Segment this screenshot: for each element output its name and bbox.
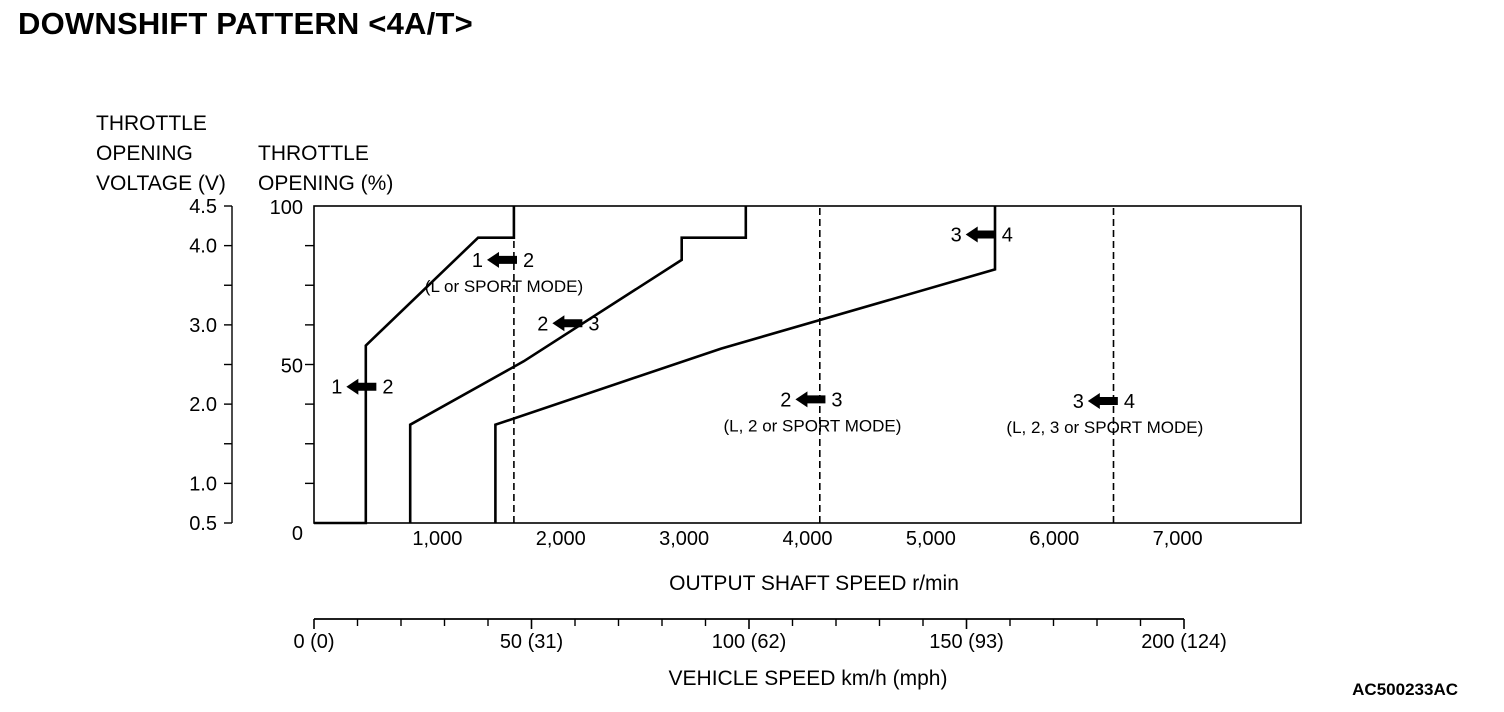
downshift-annotation: 3 4 (L, 2, 3 or SPORT MODE): [1006, 391, 1203, 437]
x-tick-label: 5,000: [906, 528, 956, 550]
voltage-tick-label: 4.0: [189, 236, 217, 258]
gear-from-label: 2: [537, 313, 548, 335]
speed-tick-label: 100 (62): [712, 631, 787, 653]
voltage-axis: 0.5 1.0 2.0 3.0 4.0 4.5: [189, 196, 233, 535]
x-tick-label: 4,000: [782, 528, 832, 550]
gear-to-label: 3: [831, 389, 842, 411]
gear-to-label: 3: [588, 313, 599, 335]
speed-tick-label: 0 (0): [293, 631, 334, 653]
series-layer: [314, 206, 1115, 525]
left-arrow-icon: [486, 251, 517, 268]
percent-tick-label: 50: [281, 356, 303, 378]
x-tick-label: 3,000: [659, 528, 709, 550]
x-tick-label: 7,000: [1153, 528, 1203, 550]
vehicle-speed-axis-title: VEHICLE SPEED km/h (mph): [669, 667, 948, 690]
voltage-tick-label: 1.0: [189, 473, 217, 495]
speed-tick-label: 150 (93): [929, 631, 1004, 653]
voltage-tick-label: 3.0: [189, 315, 217, 337]
axis-labels: THROTTLE OPENING VOLTAGE (V) THROTTLE OPENIN…: [96, 112, 393, 195]
x-axis: 1,000 2,000 3,000 4,000 5,000 6,000 7,000: [412, 528, 1202, 550]
voltage-axis-title-line: THROTTLE: [96, 112, 207, 135]
vehicle-speed-axis: 0 (0) 50 (31) 100 (62) 150 (93) 200 (124): [293, 618, 1227, 653]
gear-from-label: 1: [472, 250, 483, 272]
left-arrow-icon: [552, 315, 583, 332]
gear-from-label: 2: [780, 389, 791, 411]
mode-note: (L, 2, 3 or SPORT MODE): [1006, 418, 1203, 437]
plot-frame: [313, 205, 1302, 524]
x-tick-label: 6,000: [1029, 528, 1079, 550]
downshift-curve: [314, 206, 516, 525]
gear-from-label: 3: [951, 225, 962, 247]
downshift-curve: [494, 206, 997, 523]
voltage-tick-label: 4.5: [189, 196, 217, 218]
downshift-curve: [408, 206, 748, 523]
percent-tick-label: 100: [270, 197, 303, 219]
x-tick-label: 1,000: [412, 528, 462, 550]
annotation-layer: 1 21 2(L or SPORT MODE)2 32 3(L, 2 or SPORT …: [331, 225, 1203, 437]
percent-axis-title-line: OPENING (%): [258, 172, 393, 195]
voltage-axis-title-line: OPENING: [96, 142, 193, 165]
left-arrow-icon: [965, 226, 996, 243]
gear-to-label: 2: [382, 377, 393, 399]
left-arrow-icon: [1087, 392, 1118, 409]
mode-note: (L, 2 or SPORT MODE): [723, 416, 901, 435]
gear-from-label: 3: [1073, 391, 1084, 413]
mode-note: (L or SPORT MODE): [425, 277, 583, 296]
percent-axis-title-line: THROTTLE: [258, 142, 369, 165]
gear-to-label: 4: [1124, 391, 1135, 413]
percent-axis: 0 50 100: [270, 197, 314, 545]
gear-from-label: 1: [331, 377, 342, 399]
downshift-annotation: 2 3 (L, 2 or SPORT MODE): [723, 389, 901, 435]
percent-tick-label: 0: [292, 523, 303, 545]
speed-tick-label: 50 (31): [500, 631, 563, 653]
voltage-tick-label: 2.0: [189, 394, 217, 416]
downshift-annotation: 1 2 (L or SPORT MODE): [425, 250, 583, 296]
x-axis-title: OUTPUT SHAFT SPEED r/min: [669, 572, 959, 595]
gear-to-label: 2: [523, 250, 534, 272]
left-arrow-icon: [346, 378, 377, 395]
figure-code: AC500233AC: [1352, 680, 1458, 699]
voltage-tick-label: 0.5: [189, 513, 217, 535]
page-title: DOWNSHIFT PATTERN <4A/T>: [18, 6, 473, 41]
voltage-axis-title-line: VOLTAGE (V): [96, 172, 226, 195]
gear-to-label: 4: [1002, 225, 1013, 247]
speed-tick-label: 200 (124): [1141, 631, 1227, 653]
left-arrow-icon: [795, 391, 826, 408]
x-tick-label: 2,000: [536, 528, 586, 550]
